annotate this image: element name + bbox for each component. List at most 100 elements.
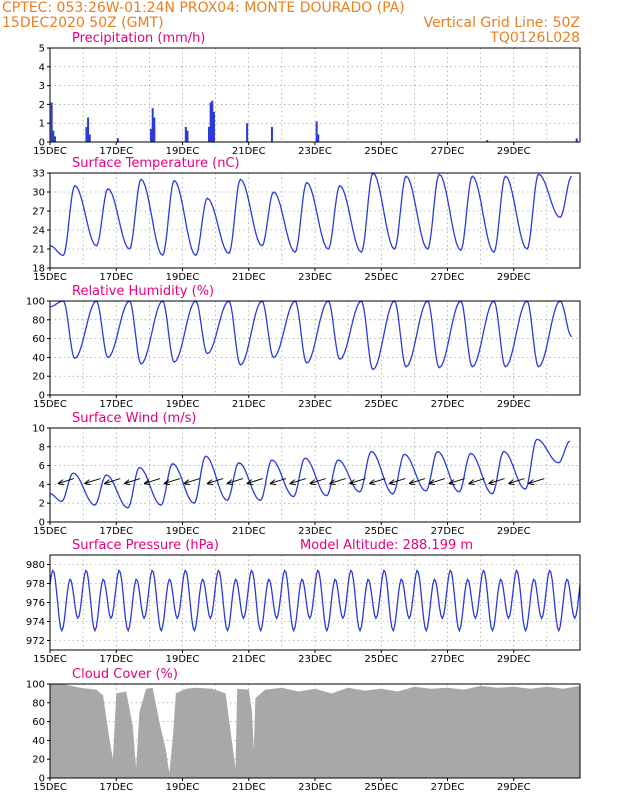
precip-bar	[212, 111, 215, 142]
x-tick-label: 23DEC	[298, 526, 332, 537]
x-tick-label: 23DEC	[298, 782, 332, 793]
panel-cloud: 0 20 40 60 80 100 15DEC 17DEC 19DEC 21DEC 23DEC 25D…	[26, 667, 581, 793]
wind-direction-arrow	[329, 478, 346, 486]
temp-line	[49, 171, 573, 257]
x-tick-label: 21DEC	[232, 272, 266, 283]
wind-direction-arrow	[468, 478, 485, 486]
x-tick-label: 17DEC	[99, 782, 133, 793]
x-tick-label: 25DEC	[364, 782, 398, 793]
wind-arrow-shaft	[289, 478, 306, 485]
wind-direction-arrow	[388, 478, 406, 486]
wind-arrow-shaft	[448, 478, 465, 485]
cloud-area	[50, 684, 580, 778]
wind-arrow-head	[57, 479, 65, 486]
wind-arrow-head	[123, 479, 131, 486]
precip-bar	[184, 126, 187, 142]
header-run-time: 15DEC2020 50Z (GMT)	[2, 15, 164, 31]
precip-bar	[575, 138, 578, 142]
header-model-id: TQ0126L028	[489, 30, 580, 46]
x-tick-label: 23DEC	[298, 654, 332, 665]
wind-direction-arrow	[488, 478, 505, 486]
x-tick-label: 27DEC	[431, 782, 465, 793]
wind-arrow-head	[183, 479, 190, 486]
x-tick-label: 15DEC	[33, 272, 67, 283]
y-tick-label: 2	[39, 499, 45, 510]
x-tick-label: 29DEC	[497, 146, 531, 157]
wind-arrow-shaft	[269, 478, 287, 485]
panel-pressure: 972 974 976 978 980 15DEC 17DEC 19DEC 21DEC 23DEC…	[26, 538, 581, 665]
wind-arrow-head	[369, 479, 376, 486]
precip-bar	[209, 102, 212, 142]
wind-direction-arrow	[369, 478, 386, 486]
x-tick-label: 15DEC	[33, 782, 67, 793]
y-tick-label: 27	[32, 207, 45, 218]
x-tick-label: 25DEC	[364, 526, 398, 537]
wind-direction-arrow	[428, 478, 446, 486]
wind-direction-arrow	[309, 478, 326, 486]
precip-bar	[150, 128, 153, 142]
x-tick-label: 27DEC	[431, 526, 465, 537]
x-tick-label: 23DEC	[298, 146, 332, 157]
wind-direction-arrow	[226, 478, 244, 486]
y-tick-label: 0	[39, 391, 45, 402]
x-tick-label: 27DEC	[431, 146, 465, 157]
precip-bar	[50, 102, 53, 142]
panel-title: Surface Wind (m/s)	[72, 411, 196, 426]
x-tick-label: 27DEC	[431, 654, 465, 665]
x-tick-label: 25DEC	[364, 399, 398, 410]
x-tick-label: 19DEC	[166, 782, 200, 793]
x-tick-label: 21DEC	[232, 399, 266, 410]
wind-direction-arrow	[448, 478, 465, 486]
precip-bar	[211, 100, 214, 142]
wind-arrow-head	[448, 479, 455, 486]
wind-arrow-head	[104, 479, 111, 486]
panel-precip: 0 1 2 3 4 5 15DEC 17DEC 19DEC 21DEC 23DEC 25DEC 27DE…	[33, 31, 581, 157]
y-tick-label: 60	[32, 717, 45, 728]
wind-direction-arrow	[123, 478, 141, 486]
wind-arrow-head	[508, 479, 515, 486]
y-tick-label: 0	[39, 138, 45, 149]
y-tick-label: 100	[26, 297, 45, 308]
y-tick-label: 976	[26, 598, 45, 609]
y-tick-label: 10	[32, 424, 45, 435]
y-tick-label: 20	[32, 755, 45, 766]
x-tick-label: 21DEC	[232, 146, 266, 157]
precip-bar	[85, 126, 88, 142]
x-tick-label: 27DEC	[431, 272, 465, 283]
wind-direction-arrow	[163, 478, 181, 486]
x-tick-label: 21DEC	[232, 782, 266, 793]
wind-arrow-shaft	[369, 478, 386, 485]
x-tick-label: 29DEC	[497, 399, 531, 410]
x-tick-label: 15DEC	[33, 399, 67, 410]
wind-arrow-shaft	[329, 478, 346, 485]
x-tick-label: 17DEC	[99, 146, 133, 157]
wind-arrow-head	[408, 479, 416, 486]
wind-arrow-head	[528, 479, 535, 486]
wind-arrow-head	[488, 479, 495, 486]
precip-bar	[186, 130, 189, 142]
x-tick-label: 29DEC	[497, 526, 531, 537]
y-tick-label: 40	[32, 736, 45, 747]
precip-bar	[52, 130, 55, 142]
y-tick-label: 0	[39, 518, 45, 529]
x-tick-label: 17DEC	[99, 272, 133, 283]
y-tick-label: 972	[26, 636, 45, 647]
wind-direction-arrow	[57, 478, 75, 486]
y-tick-label: 33	[32, 169, 45, 180]
wind-arrow-head	[143, 479, 151, 486]
panel-title: Relative Humidity (%)	[72, 284, 214, 299]
wind-arrow-shaft	[84, 478, 101, 485]
precip-bar	[116, 138, 119, 142]
wind-line	[49, 438, 571, 509]
panel-title: Surface Temperature (nC)	[72, 156, 240, 171]
x-tick-label: 19DEC	[166, 272, 200, 283]
panels: 0 1 2 3 4 5 15DEC 17DEC 19DEC 21DEC 23DEC 25DEC 27DE…	[26, 31, 581, 793]
panel-title: Precipitation (mm/h)	[72, 31, 205, 46]
x-tick-label: 21DEC	[232, 654, 266, 665]
y-tick-label: 18	[32, 264, 45, 275]
y-tick-label: 21	[32, 245, 45, 256]
x-tick-label: 19DEC	[166, 399, 200, 410]
x-tick-label: 25DEC	[364, 654, 398, 665]
y-tick-label: 8	[39, 442, 45, 453]
wind-arrow-shaft	[488, 478, 505, 485]
